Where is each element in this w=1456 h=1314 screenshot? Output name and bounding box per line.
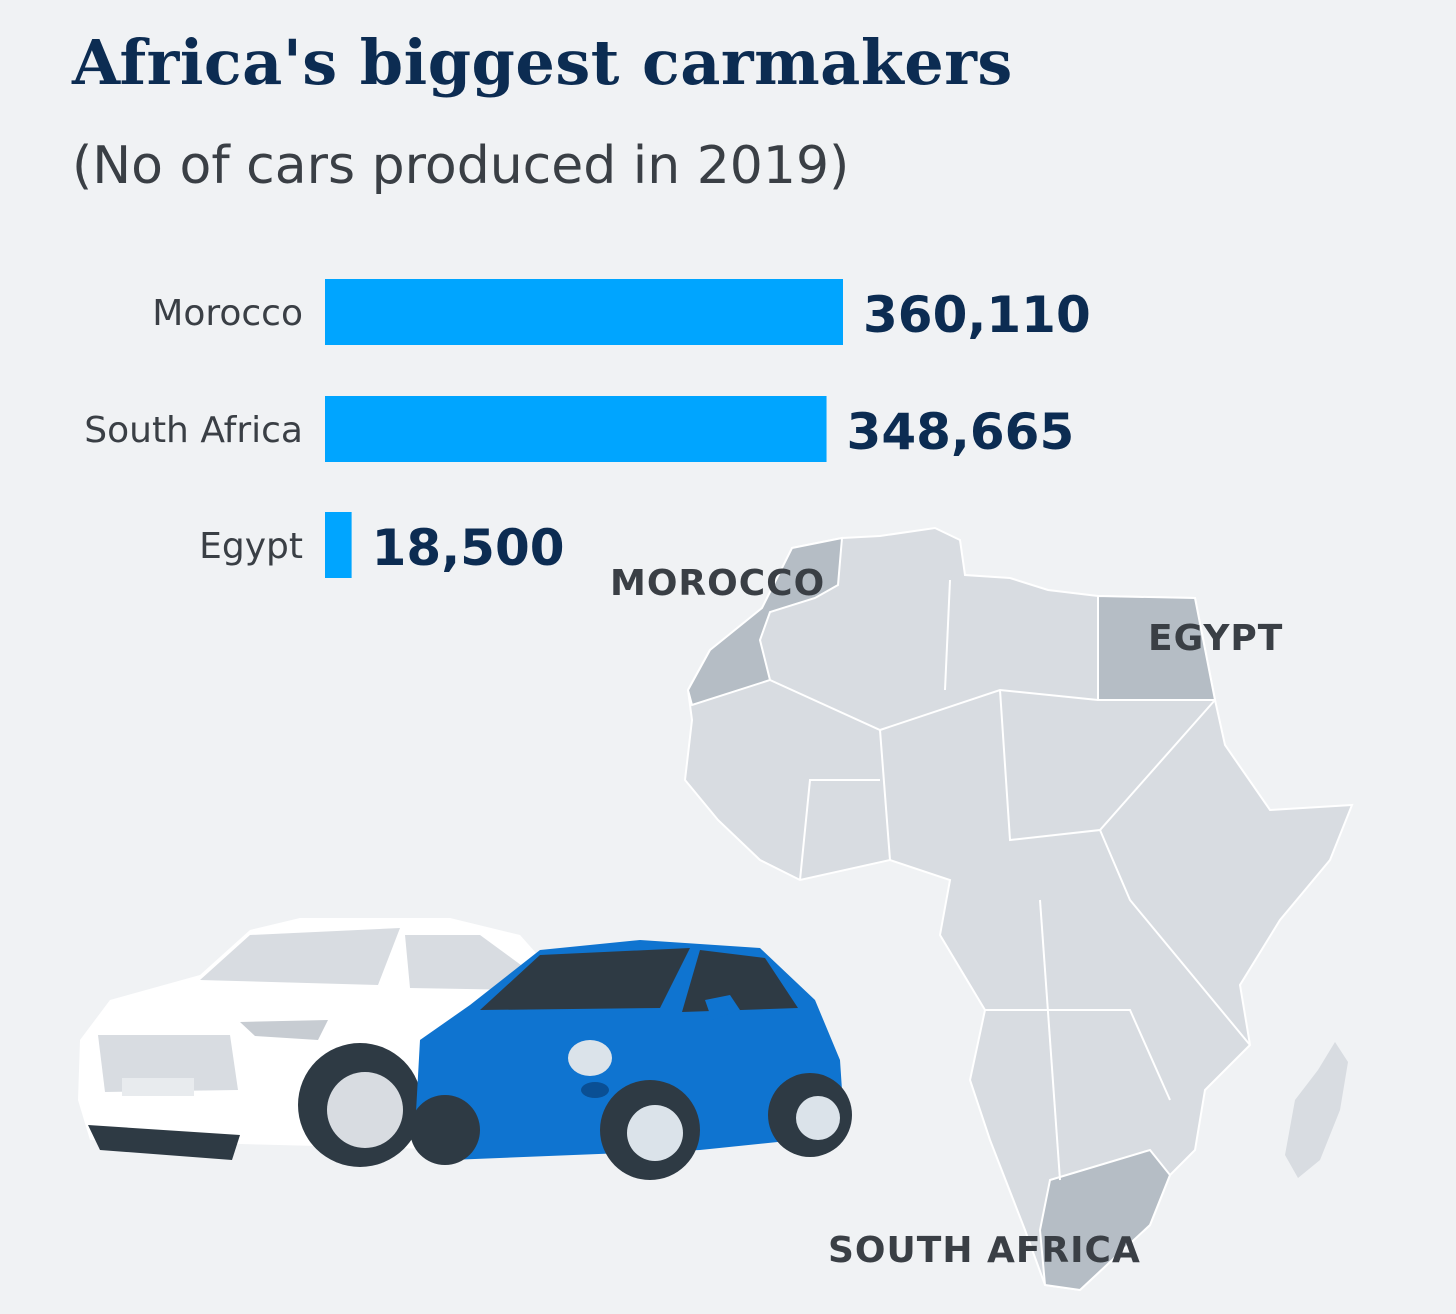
category-label-morocco: Morocco [152,293,303,334]
africa-map [683,526,1354,1292]
category-label-egypt: Egypt [199,526,303,567]
value-label-south-africa: 348,665 [847,403,1075,461]
south-africa-region [1038,1148,1172,1292]
map-label-south-africa: SOUTH AFRICA [828,1230,1141,1271]
bars-layer: Morocco 360,110 South Africa 348,665 Egypt 18… [84,279,1091,578]
value-label-egypt: 18,500 [372,519,565,577]
madagascar-shape [1285,1042,1348,1178]
country-borders [769,579,1251,1181]
map-label-egypt: EGYPT [1148,618,1283,659]
chart-title: Africa's biggest carmakers [72,26,1013,99]
category-label-south-africa: South Africa [84,410,303,451]
value-label-morocco: 360,110 [863,286,1091,344]
bar-egypt [325,512,352,578]
blue-hatchback-icon [410,940,852,1180]
chart-subtitle: (No of cars produced in 2019) [72,136,850,196]
morocco-region [686,536,844,707]
bar-south-africa [325,396,827,462]
map-label-morocco: MOROCCO [610,563,825,604]
africa-continent [683,526,1354,1292]
bar-morocco [325,279,843,345]
